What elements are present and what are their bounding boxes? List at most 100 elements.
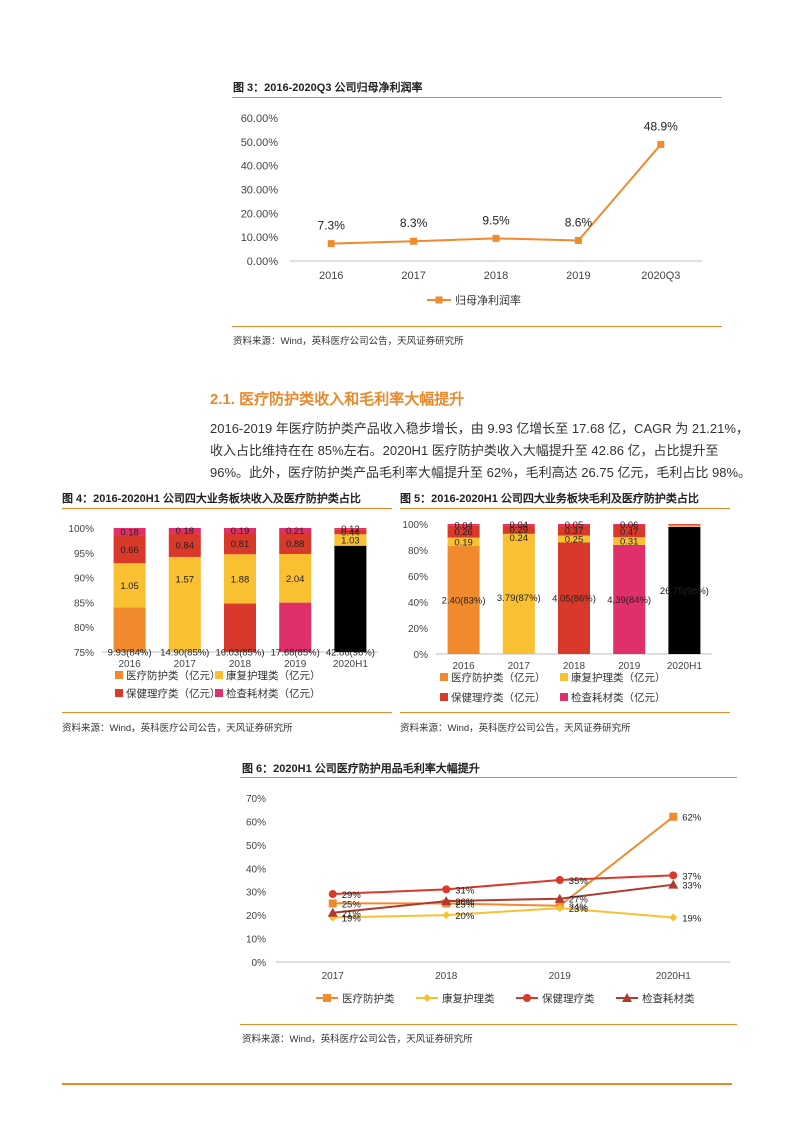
bar-segment bbox=[447, 524, 480, 526]
bar-label: 9.93(84%) bbox=[108, 648, 152, 659]
bar-segment bbox=[558, 525, 590, 536]
bar-label: 0.37 bbox=[565, 526, 584, 537]
bar-segment bbox=[224, 554, 256, 604]
fig4-title: 图 4：2016-2020H1 公司四大业务板块收入及医疗防护类占比 bbox=[62, 493, 361, 505]
bar-label: 0.31 bbox=[620, 537, 639, 548]
legend-swatch bbox=[560, 693, 568, 701]
data-point bbox=[328, 890, 337, 899]
y-tick-label: 40% bbox=[246, 864, 266, 875]
fig4-top-rule bbox=[62, 508, 392, 509]
y-tick-label: 70% bbox=[246, 794, 266, 805]
bar-label: 0.12 bbox=[341, 524, 360, 535]
bar-segment bbox=[447, 546, 480, 654]
bar-label: 0.81 bbox=[231, 539, 250, 550]
bar-label: 0.47 bbox=[620, 527, 639, 538]
x-tick-label: 2019 bbox=[284, 659, 307, 670]
legend-label: 保健理疗类（亿元） bbox=[451, 691, 546, 704]
x-tick-label: 2016 bbox=[452, 661, 475, 672]
x-tick-label: 2017 bbox=[508, 661, 531, 672]
bar-label: 4.39(84%) bbox=[607, 595, 651, 606]
bar-segment bbox=[334, 534, 367, 546]
bar-segment bbox=[334, 528, 367, 530]
data-label: 33% bbox=[682, 881, 702, 892]
bar-segment bbox=[558, 542, 590, 654]
data-label: 19% bbox=[682, 913, 702, 924]
legend-swatch bbox=[215, 671, 223, 679]
y-tick-label: 80% bbox=[408, 546, 428, 557]
data-label: 8.6% bbox=[565, 216, 593, 230]
data-label: 37% bbox=[682, 871, 702, 882]
paragraph-line: 收入占比维持在在 85%左右。2020H1 医疗防护类收入大幅提升至 42.86… bbox=[210, 443, 719, 458]
bar-segment bbox=[502, 540, 535, 654]
data-point bbox=[410, 237, 418, 245]
legend-label: 医疗防护类 bbox=[342, 992, 395, 1005]
bar-label: 0.04 bbox=[454, 520, 473, 531]
legend-swatch bbox=[215, 689, 223, 697]
bar-label: 0.29 bbox=[510, 525, 529, 536]
bar-segment bbox=[113, 563, 146, 608]
series-line bbox=[331, 143, 662, 245]
legend-label: 医疗防护类（亿元） bbox=[126, 669, 221, 682]
fig5-title: 图 5：2016-2020H1 公司四大业务板块毛利及医疗防护类占比 bbox=[400, 493, 699, 505]
fig5-top-rule bbox=[400, 508, 730, 509]
y-tick-label: 75% bbox=[74, 648, 94, 659]
y-tick-label: 20% bbox=[408, 624, 428, 635]
fig3-chart: 0.00% 10.00% 20.00% 30.00% 40.00% 50.00% 60.00… bbox=[241, 113, 702, 307]
bar-label: 0.18 bbox=[120, 527, 139, 538]
legend-label: 检查耗材类（亿元） bbox=[226, 687, 321, 700]
data-point bbox=[669, 913, 678, 922]
data-label: 19% bbox=[342, 913, 362, 924]
bar-segment bbox=[668, 525, 701, 527]
data-point bbox=[323, 994, 331, 1002]
data-label: 31% bbox=[455, 885, 475, 896]
y-tick-label: 60% bbox=[246, 817, 266, 828]
series-line bbox=[332, 907, 674, 919]
data-point bbox=[328, 899, 337, 908]
x-tick-label: 2019 bbox=[566, 270, 590, 282]
data-label: 23% bbox=[569, 904, 589, 915]
data-label: 25% bbox=[342, 899, 362, 910]
bar-segment bbox=[613, 524, 646, 526]
y-tick-label: 90% bbox=[74, 574, 94, 585]
data-label: 24% bbox=[569, 902, 589, 913]
data-label: 62% bbox=[682, 813, 702, 824]
bar-segment bbox=[279, 533, 312, 554]
bar-label: 2.04 bbox=[286, 574, 305, 585]
series-line bbox=[332, 874, 674, 896]
x-tick-label: 2020H1 bbox=[667, 661, 702, 672]
y-tick-label: 60.00% bbox=[241, 113, 279, 125]
y-tick-label: 50% bbox=[246, 841, 266, 852]
data-point bbox=[442, 885, 451, 894]
fig3-top-rule bbox=[232, 97, 722, 98]
x-tick-label: 2020Q3 bbox=[641, 270, 680, 282]
legend-label: 检查耗材类 bbox=[642, 992, 695, 1005]
bar-label: 3.79(87%) bbox=[497, 593, 541, 604]
fig5-chart: 0%20%40%60%80%100%20162.40(83%)0.190.260… bbox=[402, 520, 712, 704]
bar-label: 16.03(85%) bbox=[215, 648, 264, 659]
bar-label: 0.84 bbox=[176, 541, 195, 552]
bar-segment bbox=[168, 528, 201, 534]
bar-segment bbox=[224, 532, 256, 555]
data-label: 21% bbox=[342, 909, 362, 920]
bar-label: 1.05 bbox=[120, 581, 139, 592]
bar-segment bbox=[613, 544, 646, 654]
bar-label: 0.24 bbox=[510, 533, 529, 544]
bar-segment bbox=[168, 556, 201, 602]
bar-label: 17.68(85%) bbox=[271, 648, 320, 659]
y-tick-label: 0% bbox=[252, 958, 267, 969]
y-tick-label: 100% bbox=[402, 520, 428, 531]
data-point bbox=[492, 234, 500, 242]
y-tick-label: 80% bbox=[74, 623, 94, 634]
y-tick-label: 0.00% bbox=[247, 256, 278, 268]
y-tick-label: 20.00% bbox=[241, 208, 279, 220]
data-point bbox=[574, 237, 582, 245]
y-tick-label: 20% bbox=[246, 911, 266, 922]
bar-segment bbox=[279, 528, 312, 534]
bar-segment bbox=[668, 526, 701, 654]
fig6-bottom-rule bbox=[240, 1024, 737, 1025]
bar-label: 42.86(96%) bbox=[326, 648, 375, 659]
legend-marker bbox=[435, 296, 443, 304]
bar-segment bbox=[558, 535, 590, 543]
x-tick-label: 2016 bbox=[319, 270, 343, 282]
legend-label: 康复护理类 bbox=[442, 992, 495, 1005]
